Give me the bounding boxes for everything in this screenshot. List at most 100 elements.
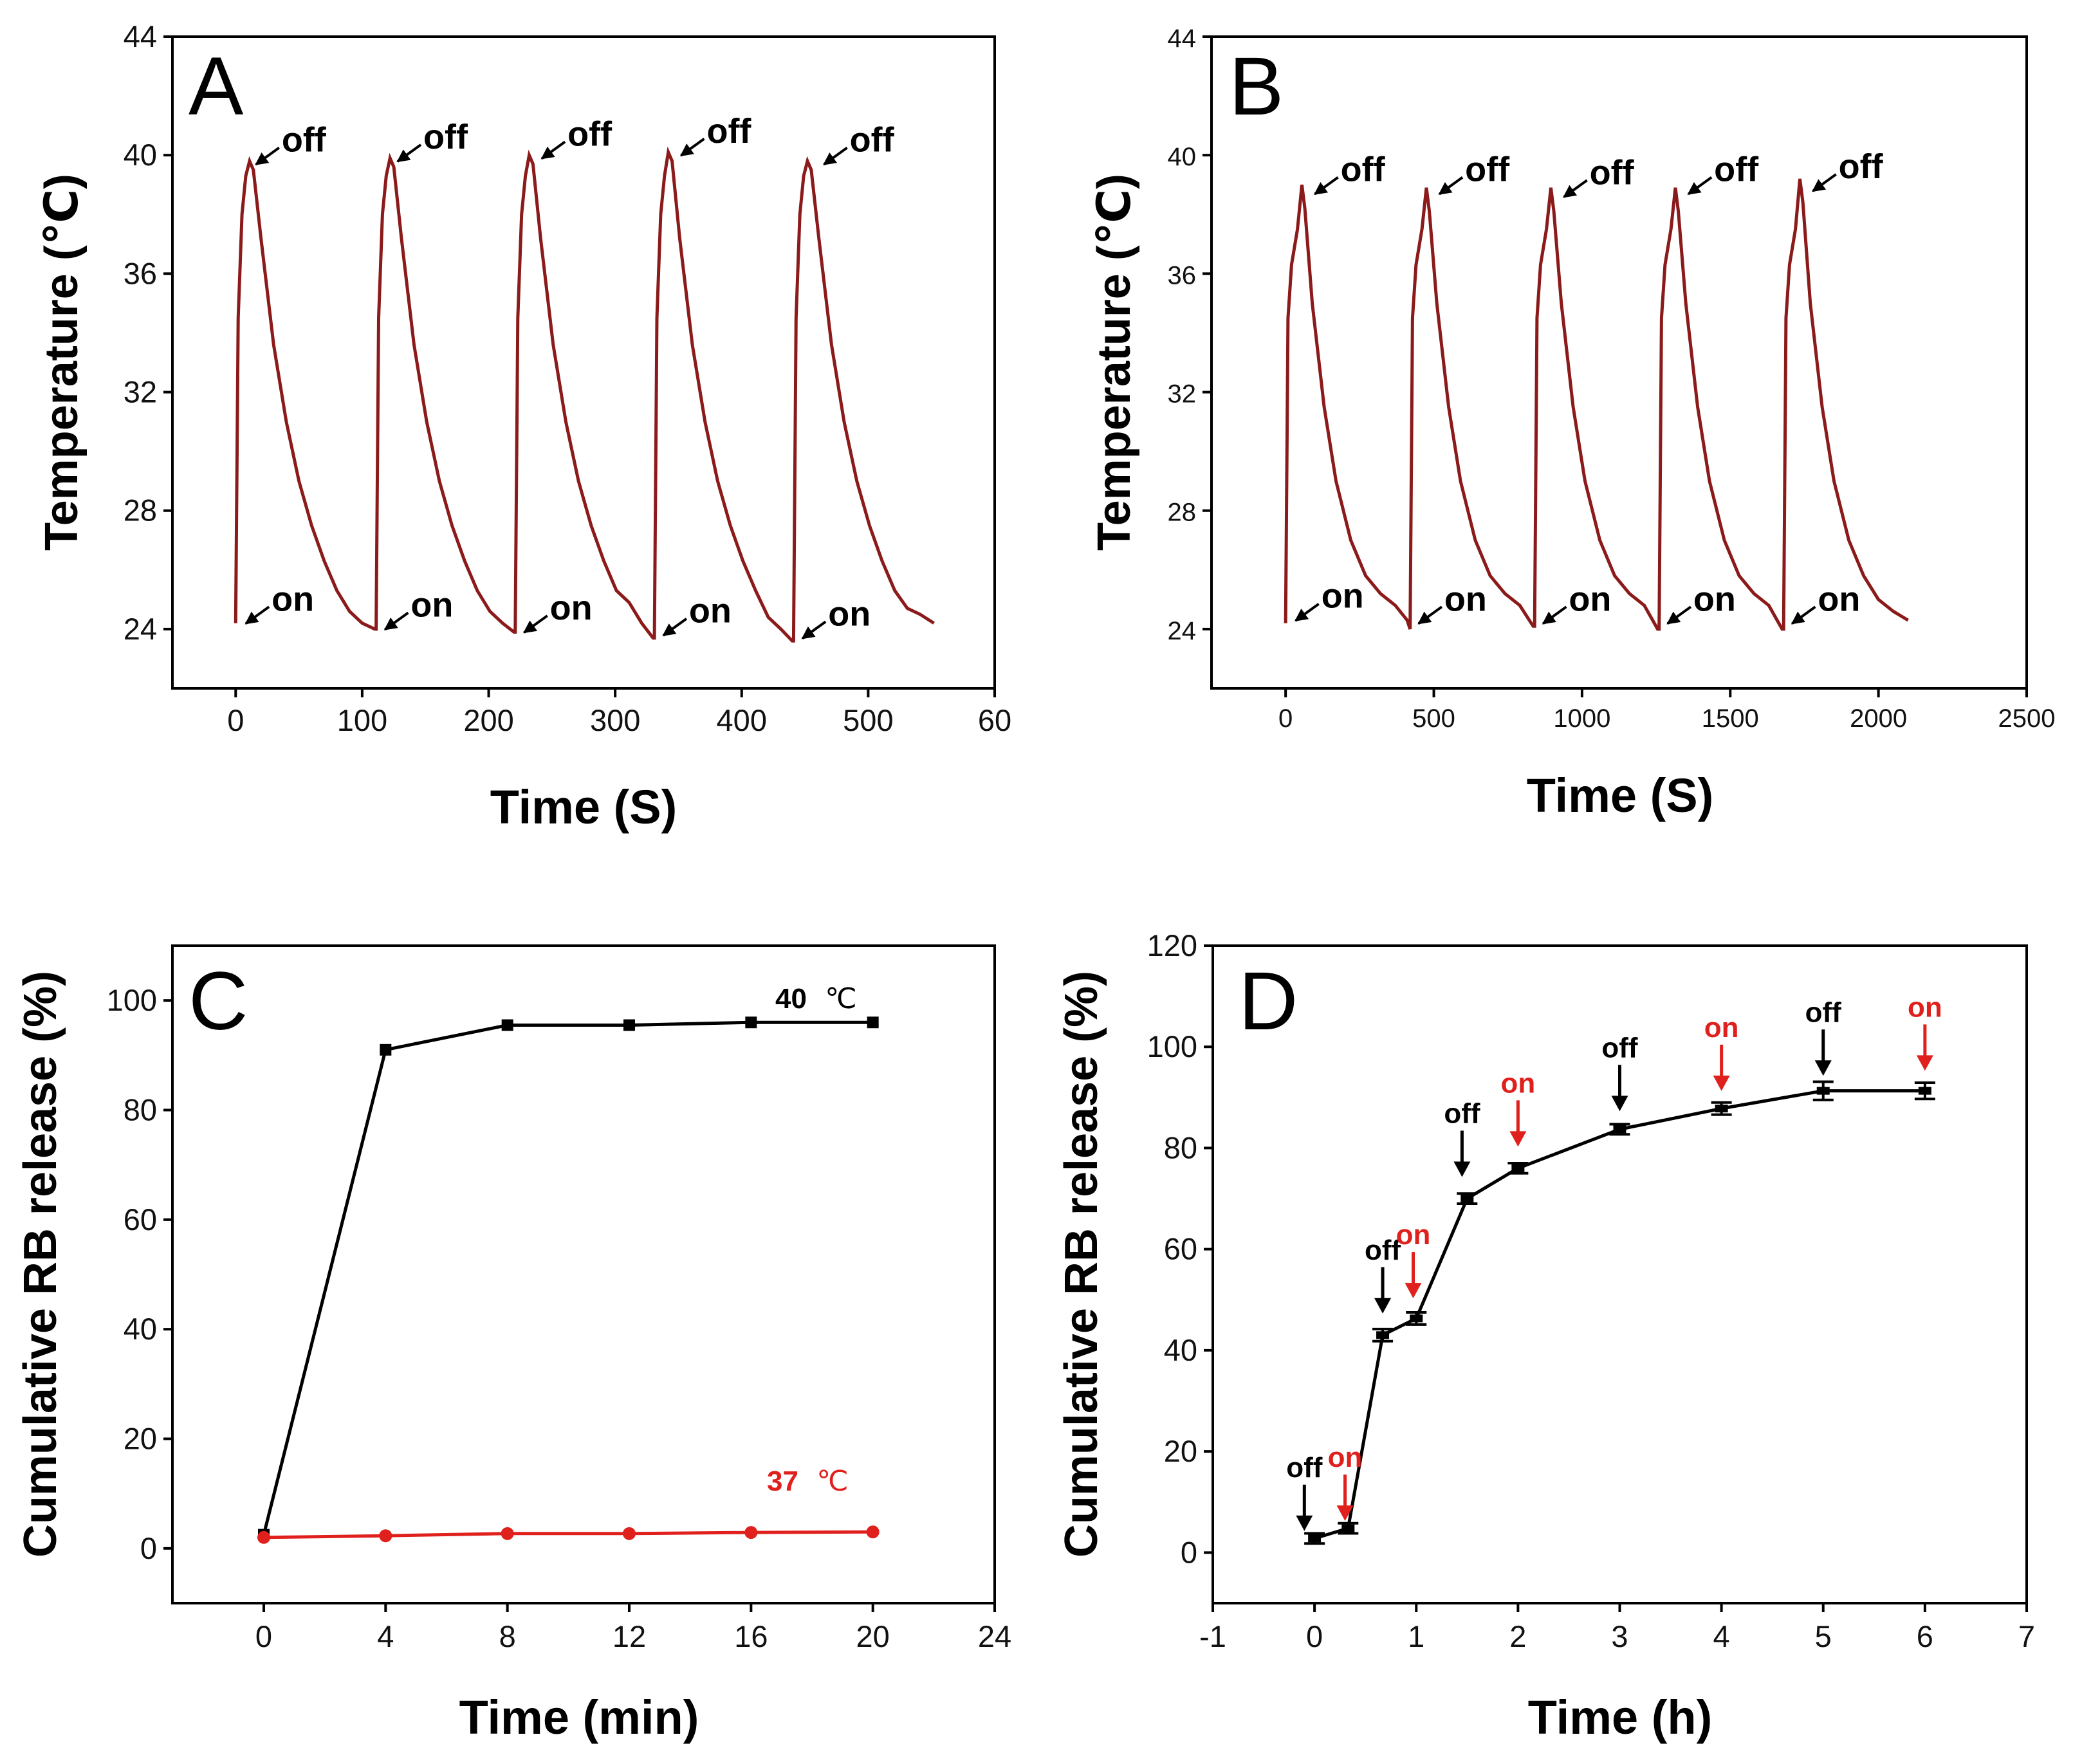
panel-a-annotation-off: off bbox=[282, 121, 327, 160]
panel-d-annotation-on: on bbox=[1500, 1067, 1535, 1099]
series-37c-point bbox=[744, 1526, 758, 1539]
panel-b-x-tick-label: 1000 bbox=[1553, 704, 1610, 733]
panel-a-x-tick-label: 60 bbox=[978, 703, 1011, 737]
panel-b-annotation-off: off bbox=[1341, 151, 1386, 189]
panel-d-x-tick-label: -1 bbox=[1199, 1619, 1226, 1653]
panel-b-x-tick-label: 1500 bbox=[1702, 704, 1759, 733]
series-37c-point bbox=[866, 1525, 880, 1539]
panel-d-annotation-arrowhead bbox=[1296, 1515, 1313, 1531]
panel-b-annotation-arrow bbox=[1417, 605, 1443, 625]
series-37c-point bbox=[379, 1529, 392, 1543]
panel-d-annotation-arrowhead bbox=[1405, 1283, 1422, 1299]
panel-a-annotation-on: on bbox=[272, 580, 314, 618]
panel-d-annotation-arrowhead bbox=[1814, 1060, 1832, 1076]
panel-a-temperature-curve bbox=[234, 146, 935, 643]
panel-d-annotation-arrowhead bbox=[1336, 1505, 1354, 1521]
panel-b-annotation-arrow bbox=[1791, 605, 1816, 625]
panel-b-x-tick-label: 0 bbox=[1278, 704, 1293, 733]
panel-a-y-tick-label: 28 bbox=[124, 493, 157, 528]
panel-b-annotation-on: on bbox=[1444, 580, 1487, 618]
series-37c-line bbox=[263, 1530, 873, 1539]
panel-c-x-tick-label: 24 bbox=[978, 1619, 1011, 1653]
panel-b-y-tick-label: 44 bbox=[1168, 24, 1197, 53]
panel-a-annotation-arrow bbox=[523, 614, 548, 634]
panel-b-annotation-on: on bbox=[1818, 580, 1860, 618]
panel-d-annotation-off: off bbox=[1444, 1098, 1480, 1129]
series-37c-point bbox=[501, 1527, 514, 1540]
panel-c: 0 4 8 12 16 20 24 0 20 40 60 80 100 C 40 ℃ 37 ℃ Time… bbox=[15, 944, 1012, 1744]
panel-c-x-title: Time (min) bbox=[459, 1691, 699, 1744]
panel-b-annotation-arrow bbox=[1812, 173, 1837, 192]
legend-37c-value: 37 bbox=[767, 1465, 798, 1497]
panel-d-x-tick-label: 6 bbox=[1917, 1619, 1933, 1653]
panel-a-annotation-arrow bbox=[255, 146, 281, 166]
panel-a-y-tick-label: 32 bbox=[124, 375, 157, 409]
panel-a-annotation-arrow bbox=[662, 618, 688, 637]
panel-c-ticks: 0 4 8 12 16 20 24 0 20 40 60 80 100 bbox=[107, 983, 1012, 1653]
panel-d-x-tick-label: 3 bbox=[1611, 1619, 1628, 1653]
panel-a-annotation-arrow bbox=[244, 605, 270, 625]
panel-a-annotation-arrow bbox=[823, 146, 848, 166]
panel-b-y-tick-label: 28 bbox=[1168, 499, 1197, 527]
panel-c-series bbox=[257, 1016, 880, 1544]
panel-b-annotation-on: on bbox=[1322, 577, 1364, 616]
panel-c-x-tick-label: 20 bbox=[856, 1619, 890, 1653]
panel-b-x-tick-label: 2000 bbox=[1850, 704, 1907, 733]
panel-c-x-tick-label: 16 bbox=[734, 1619, 768, 1653]
panel-a-annotation-off: off bbox=[706, 112, 751, 151]
panel-b-annotation-arrow bbox=[1666, 605, 1692, 625]
panel-d-annotation-arrowhead bbox=[1509, 1131, 1527, 1147]
panel-b-y-tick-label: 36 bbox=[1168, 261, 1197, 289]
panel-d-x-title: Time (h) bbox=[1528, 1691, 1712, 1744]
panel-d-y-tick-label: 60 bbox=[1164, 1232, 1197, 1266]
panel-d-annotation-on: on bbox=[1704, 1012, 1739, 1043]
panel-a-annotation-on: on bbox=[410, 586, 453, 625]
panel-d-annotation-off: off bbox=[1286, 1452, 1323, 1484]
panel-a-annotation-off: off bbox=[423, 118, 468, 156]
panel-c-frame bbox=[171, 944, 996, 1604]
panel-d-annotation-arrowhead bbox=[1374, 1298, 1392, 1314]
panel-b-x-tick-label: 500 bbox=[1412, 704, 1455, 733]
panel-a-annotation-on: on bbox=[550, 589, 593, 627]
panel-b-y-title: Temperature (℃) bbox=[1089, 174, 1140, 551]
panel-a-y-tick-label: 24 bbox=[124, 612, 157, 646]
panel-c-y-tick-label: 60 bbox=[124, 1202, 157, 1236]
panel-a-annotation-arrow bbox=[396, 143, 422, 163]
panel-b-annotation-arrow bbox=[1542, 605, 1567, 625]
panel-b-annotation-off: off bbox=[1714, 151, 1759, 189]
panel-b-label: B bbox=[1229, 41, 1284, 133]
panel-a-annotation-on: on bbox=[689, 592, 732, 630]
series-40c-point bbox=[501, 1019, 513, 1031]
panel-b-y-tick-label: 24 bbox=[1168, 617, 1197, 645]
panel-b-annotation-arrow bbox=[1563, 179, 1588, 198]
release-point bbox=[1613, 1125, 1626, 1134]
legend-40c-unit: ℃ bbox=[825, 983, 856, 1015]
panel-b-y-tick-label: 40 bbox=[1168, 143, 1197, 171]
panel-c-label: C bbox=[189, 955, 248, 1047]
series-40c-point bbox=[623, 1019, 635, 1031]
panel-d-y-tick-label: 120 bbox=[1147, 928, 1197, 962]
panel-b-annotation-off: off bbox=[1465, 151, 1510, 189]
panel-b-annotations: off off off off off on on on on on bbox=[1294, 147, 1884, 625]
panel-d-y-title: Cumulative RB release (%) bbox=[1056, 971, 1107, 1557]
series-40c-point bbox=[745, 1016, 757, 1029]
release-line bbox=[1314, 1089, 1925, 1540]
panel-b-annotation-off: off bbox=[1839, 147, 1884, 186]
release-point bbox=[1816, 1087, 1830, 1095]
panel-d-x-tick-label: 7 bbox=[2018, 1619, 2035, 1653]
panel-b-annotation-off: off bbox=[1590, 153, 1635, 192]
panel-b-annotation-arrow bbox=[1294, 603, 1320, 622]
legend-37c: 37 ℃ bbox=[767, 1465, 849, 1497]
panel-a-annotation-arrow bbox=[383, 611, 409, 631]
panel-c-x-tick-label: 4 bbox=[377, 1619, 394, 1653]
panel-c-y-tick-label: 20 bbox=[124, 1422, 157, 1456]
panel-d-annotation-on: on bbox=[1908, 991, 1942, 1023]
panel-b-x-tick-label: 2500 bbox=[1998, 704, 2056, 733]
panel-d-ticks: -1 0 1 2 3 4 5 6 7 0 20 40 60 80 100 120 bbox=[1147, 928, 2035, 1653]
panel-c-x-tick-label: 0 bbox=[255, 1619, 272, 1653]
panel-d-y-tick-label: 40 bbox=[1164, 1333, 1197, 1367]
